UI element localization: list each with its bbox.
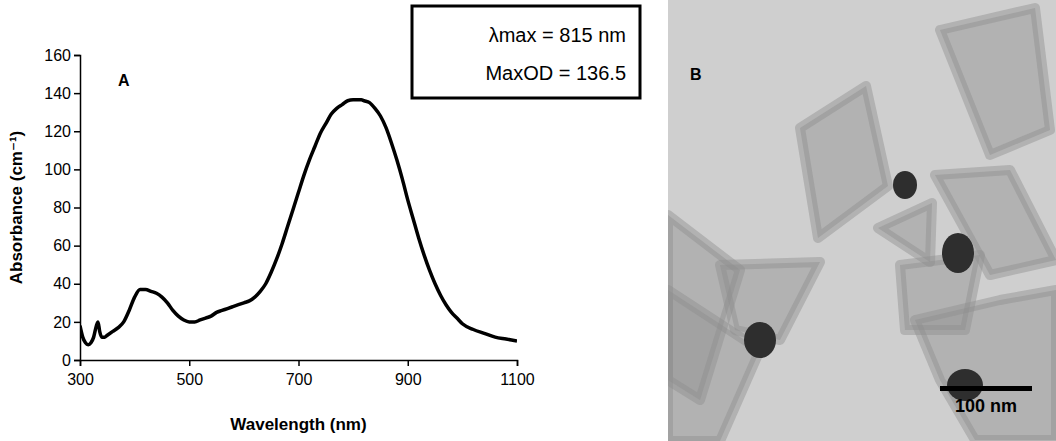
tick-label: 900 <box>395 371 422 388</box>
tick: 100 <box>44 161 80 178</box>
panel-label: A <box>118 72 130 89</box>
tick-label: 1100 <box>500 371 535 388</box>
nanoparticle <box>893 171 917 199</box>
nanoplate <box>940 8 1050 155</box>
tick: 20 <box>53 313 80 330</box>
image-ground <box>668 0 1056 441</box>
tick-mark <box>74 131 80 133</box>
tick: 120 <box>44 123 80 140</box>
tem-image <box>668 0 1056 441</box>
axis-line <box>81 361 518 367</box>
tick-label: 160 <box>44 47 71 64</box>
tick-mark <box>298 360 300 366</box>
tick-label: 0 <box>62 352 71 369</box>
tick-label: 40 <box>53 275 71 292</box>
figure: 300 500 700 900 1100 0 20 40 60 80 100 120 140 160 Wav… <box>0 0 1056 441</box>
panel-label: B <box>690 66 702 83</box>
tick-mark <box>74 322 80 324</box>
tick-label: 20 <box>53 313 71 330</box>
y-axis-title: Absorbance (cm⁻¹) <box>7 131 26 285</box>
tick-mark <box>74 207 80 209</box>
tick: 140 <box>44 85 80 102</box>
annotation: λmax = 815 nm <box>489 24 626 46</box>
nanoplate <box>800 86 888 238</box>
nanoparticle <box>744 322 776 358</box>
x-axis: 300 500 700 900 1100 <box>67 360 535 388</box>
axis-line <box>74 56 81 361</box>
tick: 80 <box>53 199 80 216</box>
plot-area <box>80 100 517 345</box>
tick-mark <box>74 360 80 362</box>
tick-label: 140 <box>44 85 71 102</box>
y-axis: 0 20 40 60 80 100 120 140 160 <box>44 47 80 369</box>
tick: 1100 <box>500 360 535 388</box>
tick: 900 <box>395 360 422 388</box>
tick-label: 60 <box>53 237 71 254</box>
tick-label: 300 <box>67 371 94 388</box>
nanoplate <box>668 290 760 441</box>
x-axis-title: Wavelength (nm) <box>230 415 366 434</box>
tick-mark <box>74 169 80 171</box>
tick-mark <box>74 55 80 57</box>
tick: 160 <box>44 47 80 64</box>
tick-mark <box>74 93 80 95</box>
tick-mark <box>74 245 80 247</box>
tick: 700 <box>286 360 313 388</box>
nanoplate <box>935 170 1056 275</box>
tick-label: 500 <box>176 371 203 388</box>
nanoplate <box>878 203 932 262</box>
tick: 300 <box>67 360 94 388</box>
tick: 60 <box>53 237 80 254</box>
tick: 0 <box>62 352 80 369</box>
tick-mark <box>517 360 519 366</box>
annotation-frame <box>412 6 640 98</box>
tick-label: 120 <box>44 123 71 140</box>
tick-mark <box>74 284 80 286</box>
tick-label: 700 <box>286 371 313 388</box>
annotation: MaxOD = 136.5 <box>485 62 626 84</box>
spectrum-line <box>80 100 517 345</box>
tick-mark <box>408 360 410 366</box>
tick-mark <box>189 360 191 366</box>
scale-bar-label: 100 nm <box>955 396 1017 416</box>
tick: 40 <box>53 275 80 292</box>
nanoparticle <box>942 233 974 273</box>
tick: 500 <box>176 360 203 388</box>
annotation-box: λmax = 815 nm MaxOD = 136.5 <box>412 6 640 98</box>
tick-label: 100 <box>44 161 71 178</box>
scale-bar <box>940 386 1032 391</box>
tick-label: 80 <box>53 199 71 216</box>
nanoplate <box>915 290 1056 440</box>
